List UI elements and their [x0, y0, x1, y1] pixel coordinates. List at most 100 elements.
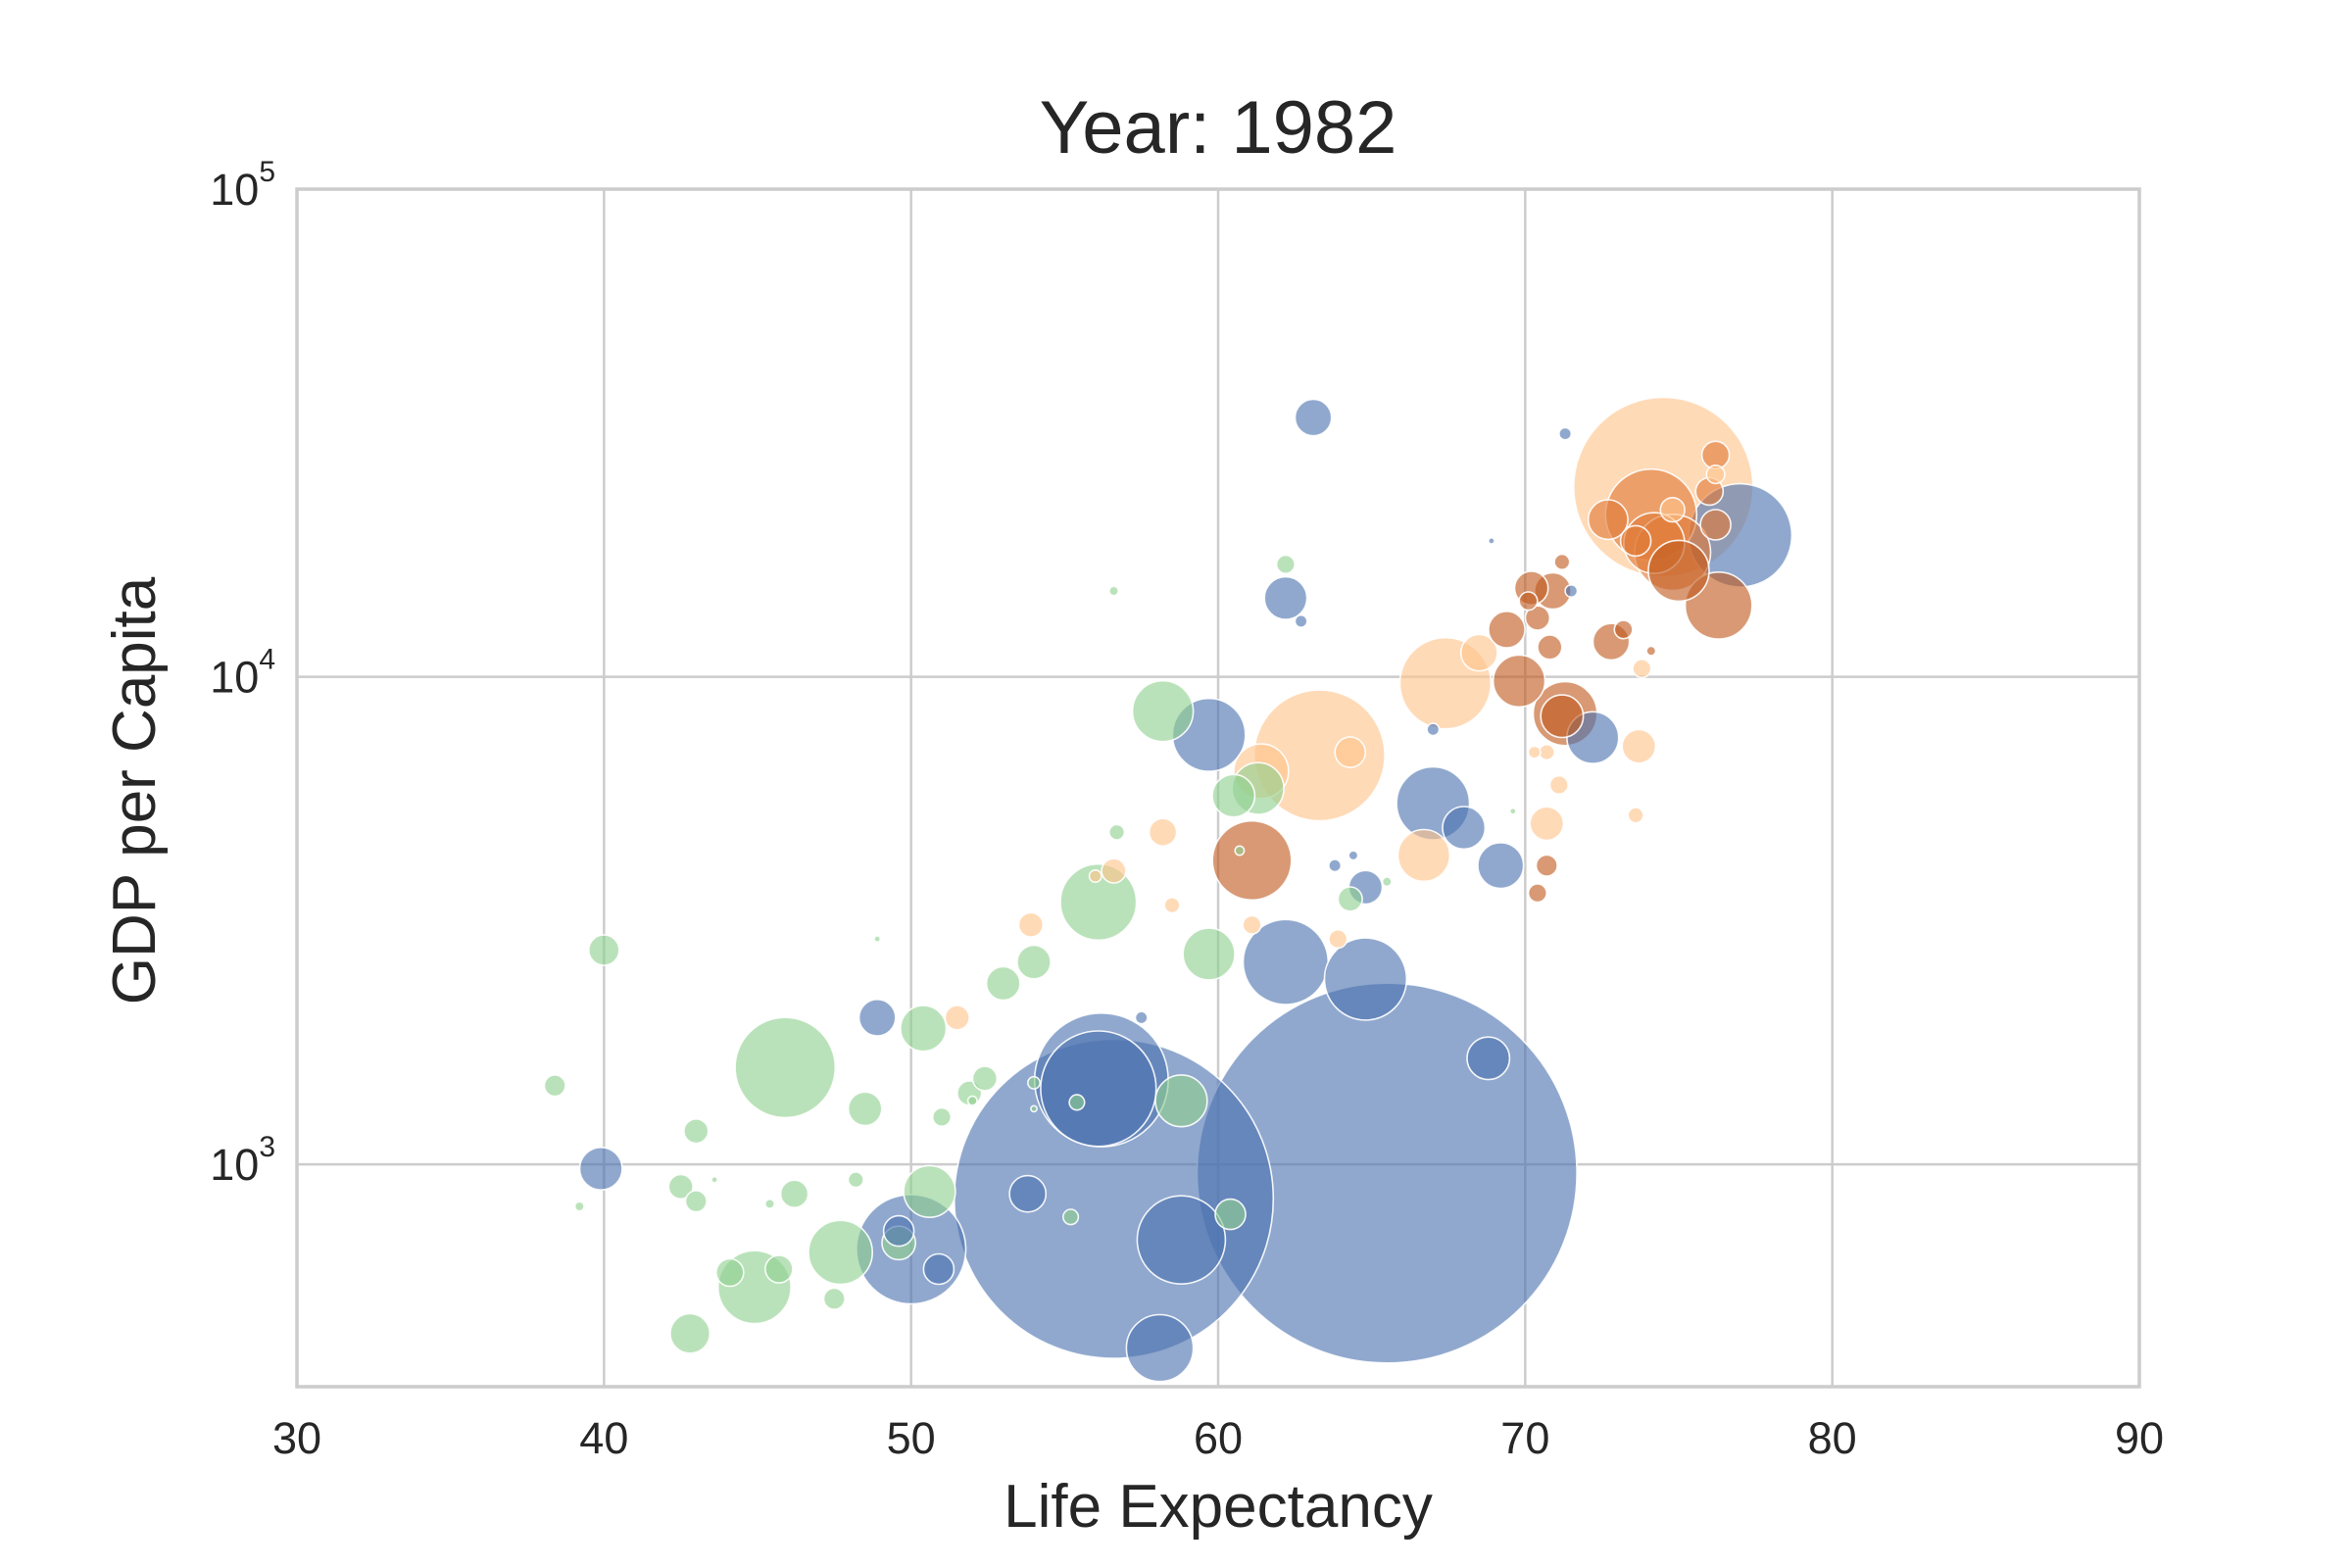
bubble-point [1564, 583, 1579, 598]
bubble-point [779, 1179, 809, 1208]
bubble-point [1016, 944, 1052, 980]
bubble-point [971, 1065, 999, 1092]
bubble-point [1107, 823, 1126, 841]
bubble-point [931, 1106, 953, 1127]
bubble-point [764, 1254, 794, 1284]
bubble-point [944, 1004, 970, 1031]
bubble-point [1459, 633, 1498, 672]
bubble-point [1492, 654, 1546, 709]
bubble-point [1263, 575, 1308, 620]
bubble-point [1699, 509, 1732, 541]
bubble-point [1061, 1208, 1080, 1226]
bubble-point [985, 965, 1021, 1002]
bubble-point [1396, 828, 1451, 883]
bubble-point [1294, 398, 1333, 437]
bubble-point [1027, 1075, 1042, 1090]
bubble-point [822, 1287, 846, 1310]
bubble-point [1647, 539, 1710, 603]
x-tick-label: 70 [1500, 1413, 1549, 1463]
bubble-point [1101, 858, 1127, 884]
bubble-point [1234, 845, 1246, 857]
bubble-point [1017, 911, 1045, 938]
bubble-point [966, 1095, 978, 1106]
x-tick-label: 90 [2115, 1413, 2164, 1463]
bubble-point [1527, 745, 1542, 760]
bubble-point [1619, 524, 1652, 558]
bubble-point [1587, 499, 1629, 541]
bubble-point [1323, 937, 1408, 1021]
bubble-point [587, 934, 620, 966]
bubble-point [1659, 497, 1686, 523]
y-tick-label: 104 [210, 644, 275, 703]
x-tick-label: 40 [579, 1413, 628, 1463]
bubbles [543, 396, 1793, 1383]
bubble-point [1125, 1313, 1195, 1383]
bubble-point [1275, 554, 1296, 575]
bubble-point [1337, 886, 1363, 912]
bubble-point [1214, 1198, 1247, 1231]
bubble-point [1108, 585, 1120, 597]
bubble-point [667, 1173, 694, 1200]
bubble-point [1537, 634, 1563, 661]
plot-frame [295, 187, 2141, 1389]
x-tick-label: 80 [1808, 1413, 1857, 1463]
bubble-point [1518, 591, 1539, 612]
x-tick-label: 50 [887, 1413, 936, 1463]
bubble-point [1627, 807, 1644, 824]
x-tick-labels: 30 40 50 60 70 80 90 [272, 1413, 2164, 1463]
bubble-point [1348, 850, 1359, 861]
bubble-point [1645, 645, 1657, 657]
bubble-point [1148, 817, 1178, 848]
bubble-point [1294, 613, 1308, 628]
bubble-point [1535, 854, 1558, 877]
bubble-point [1477, 842, 1525, 890]
bubble-point [1705, 465, 1726, 485]
bubble-point [1068, 1094, 1086, 1111]
y-axis-label: GDP per Capita [101, 576, 169, 1004]
bubble-point [1621, 728, 1657, 764]
bubble-point [710, 1175, 718, 1184]
bubble-point [1040, 1030, 1157, 1148]
bubble-point [903, 1164, 956, 1219]
bubble-point [714, 1257, 745, 1288]
bubble-point [684, 1190, 708, 1213]
bubble-point [1466, 1036, 1511, 1081]
bubble-point [1134, 1010, 1149, 1025]
bubble-point [573, 1200, 585, 1212]
bubble-point [1136, 1195, 1227, 1285]
bubble-point [882, 1214, 915, 1248]
bubble-point [1154, 1074, 1208, 1128]
y-tick-labels: 103 104 105 [210, 156, 275, 1190]
bubble-point [1030, 1104, 1038, 1113]
bubble-point [873, 935, 882, 943]
bubble-point [543, 1074, 566, 1098]
bubble-point [1553, 553, 1571, 571]
bubble-point [1242, 914, 1262, 935]
bubble-point [734, 1016, 837, 1119]
bubble-point [1182, 927, 1236, 981]
chart-title: Year: 1982 [1040, 86, 1397, 170]
x-axis-label: Life Expectancy [1004, 1473, 1433, 1541]
bubble-point [858, 999, 897, 1037]
bubble-point [1524, 605, 1551, 631]
bubble-point [1442, 806, 1487, 851]
bubble-point [669, 1312, 711, 1354]
bubble-point [1488, 611, 1526, 649]
bubble-point [1328, 928, 1348, 950]
bubble-point [1508, 807, 1517, 815]
bubble-point [1008, 1174, 1048, 1213]
bubble-point [1527, 883, 1547, 904]
bubble-point [1088, 868, 1102, 883]
bubble-point [847, 1171, 864, 1189]
bubble-point [1540, 694, 1585, 739]
bubble-point [1558, 426, 1573, 441]
bubble-point [1163, 897, 1181, 914]
bubble-point [1538, 743, 1555, 761]
bubble-point [683, 1117, 710, 1145]
y-tick-label: 105 [210, 156, 275, 215]
bubble-point [1131, 679, 1195, 743]
bubble-point [1488, 537, 1495, 545]
bubble-point [1381, 876, 1393, 888]
bubble-point [1211, 819, 1293, 902]
